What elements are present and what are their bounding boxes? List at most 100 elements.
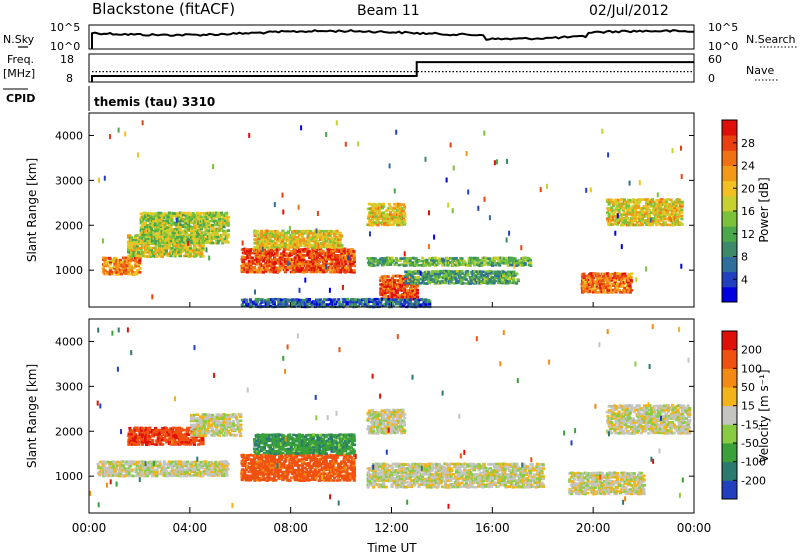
range-cell bbox=[606, 272, 610, 275]
range-cell bbox=[301, 242, 305, 245]
range-cell bbox=[501, 256, 505, 260]
range-cell bbox=[337, 239, 341, 243]
range-cell bbox=[370, 219, 374, 223]
range-cell bbox=[331, 237, 335, 241]
range-cell bbox=[271, 253, 275, 257]
range-cell bbox=[602, 275, 606, 278]
range-cell bbox=[141, 220, 145, 223]
range-cell bbox=[449, 280, 453, 283]
range-cell bbox=[155, 474, 159, 478]
range-cell bbox=[274, 260, 278, 263]
range-cell bbox=[680, 211, 684, 214]
range-cell bbox=[369, 211, 373, 214]
range-cell bbox=[215, 215, 219, 219]
range-cell bbox=[183, 254, 187, 258]
range-cell bbox=[244, 266, 248, 269]
range-cell bbox=[285, 233, 289, 237]
range-cell bbox=[390, 256, 394, 260]
range-cell bbox=[512, 276, 516, 280]
range-cell bbox=[610, 279, 614, 282]
range-cell bbox=[382, 279, 386, 282]
range-cell bbox=[220, 213, 225, 217]
range-cell bbox=[365, 297, 369, 301]
range-cell bbox=[415, 295, 419, 299]
range-cell bbox=[217, 213, 222, 217]
range-cell bbox=[252, 302, 256, 306]
range-cell bbox=[205, 464, 210, 467]
range-cell bbox=[639, 207, 643, 210]
range-cell bbox=[115, 263, 119, 266]
range-cell bbox=[621, 208, 625, 212]
range-cell bbox=[334, 239, 338, 243]
range-cell bbox=[346, 248, 350, 252]
range-cell bbox=[383, 291, 387, 295]
range-cell bbox=[164, 248, 168, 252]
range-cell bbox=[339, 304, 343, 308]
range-cell bbox=[324, 270, 328, 273]
range-cell bbox=[203, 221, 207, 225]
range-cell bbox=[605, 200, 610, 203]
range-cell bbox=[376, 205, 380, 208]
range-cell bbox=[400, 263, 404, 266]
range-cell bbox=[166, 217, 170, 221]
range-cell bbox=[102, 474, 106, 478]
range-cell bbox=[132, 443, 136, 446]
range-cell bbox=[352, 271, 356, 274]
range-cell bbox=[644, 198, 648, 201]
range-cell bbox=[190, 239, 194, 243]
range-cell bbox=[512, 270, 516, 274]
range-cell bbox=[107, 466, 111, 469]
range-cell bbox=[117, 127, 120, 133]
range-cell bbox=[143, 217, 148, 220]
range-cell bbox=[394, 221, 398, 225]
range-cell bbox=[405, 284, 409, 288]
range-cell bbox=[194, 226, 198, 229]
range-cell bbox=[293, 262, 297, 265]
range-cell bbox=[273, 235, 277, 239]
range-cell bbox=[199, 221, 203, 225]
range-cell bbox=[394, 279, 398, 282]
range-cell bbox=[640, 223, 644, 227]
range-cell bbox=[501, 259, 505, 262]
range-cell bbox=[342, 249, 346, 253]
range-cell bbox=[507, 279, 512, 283]
range-cell bbox=[216, 227, 220, 231]
range-cell bbox=[274, 258, 278, 261]
range-cell bbox=[268, 260, 272, 264]
range-cell bbox=[424, 156, 427, 162]
range-cell bbox=[380, 223, 384, 226]
range-cell bbox=[226, 237, 229, 243]
station-title: Blackstone (fitACF) bbox=[92, 0, 235, 18]
range-cell bbox=[614, 216, 618, 220]
range-cell bbox=[319, 298, 323, 301]
range-cell bbox=[660, 208, 664, 211]
range-cell bbox=[652, 217, 656, 220]
range-cell bbox=[286, 230, 290, 233]
range-cell bbox=[282, 251, 286, 255]
range-cell bbox=[114, 256, 118, 260]
range-cell bbox=[139, 470, 143, 474]
range-cell bbox=[618, 276, 622, 280]
range-cell bbox=[204, 460, 208, 464]
range-cell bbox=[474, 261, 478, 265]
range-cell bbox=[654, 206, 659, 210]
range-cell bbox=[146, 246, 150, 250]
range-cell bbox=[306, 259, 310, 263]
range-cell bbox=[273, 256, 277, 260]
range-cell bbox=[188, 244, 192, 248]
range-cell bbox=[262, 258, 266, 261]
range-cell bbox=[160, 468, 164, 471]
range-cell bbox=[467, 280, 471, 283]
range-cell bbox=[498, 281, 502, 285]
range-cell bbox=[308, 264, 312, 268]
range-cell bbox=[590, 281, 594, 284]
range-cell bbox=[589, 187, 592, 193]
range-cell bbox=[504, 262, 509, 265]
range-cell bbox=[344, 271, 348, 274]
range-cell bbox=[631, 198, 635, 201]
range-cell bbox=[173, 212, 177, 215]
range-cell bbox=[323, 230, 327, 233]
range-cell bbox=[144, 245, 148, 248]
range-cell bbox=[388, 285, 393, 289]
range-cell bbox=[580, 282, 584, 286]
